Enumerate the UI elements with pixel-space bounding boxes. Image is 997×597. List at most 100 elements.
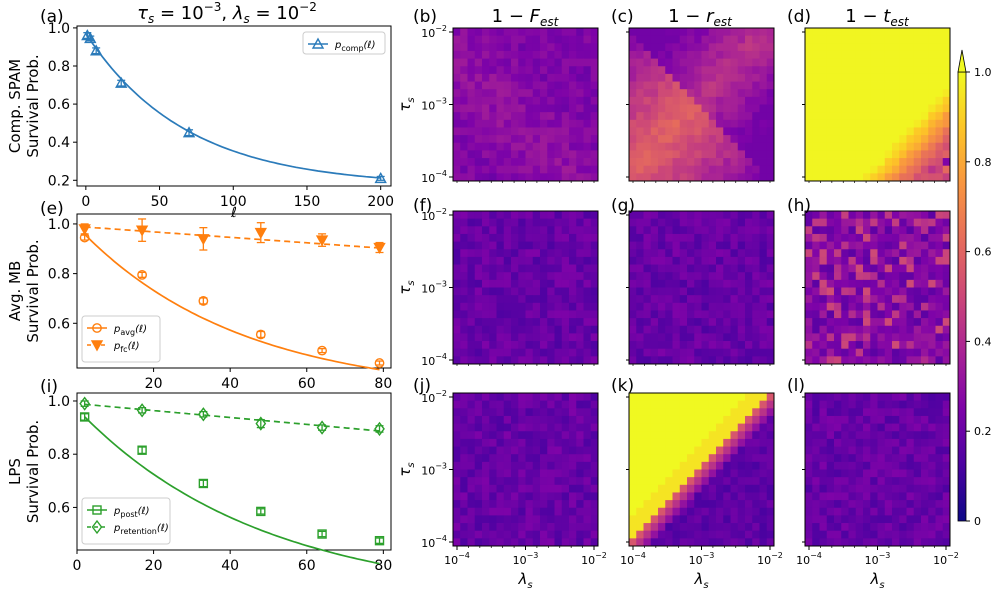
heatmap-cell bbox=[701, 515, 710, 524]
heatmap-cell bbox=[650, 241, 659, 250]
heatmap-cell bbox=[496, 256, 505, 265]
heatmap-cell bbox=[716, 477, 724, 486]
heatmap-cell bbox=[723, 241, 731, 250]
heatmap-cell bbox=[834, 241, 842, 250]
heatmap-cell bbox=[561, 423, 570, 432]
heatmap-cell bbox=[532, 28, 541, 37]
heatmap-cell bbox=[716, 302, 724, 311]
heatmap-cell bbox=[511, 150, 519, 159]
heatmap-cell bbox=[841, 348, 849, 357]
heatmap-cell bbox=[870, 256, 878, 265]
heatmap-cell bbox=[708, 408, 717, 417]
heatmap-cell bbox=[532, 35, 541, 44]
heatmap-cell bbox=[942, 348, 951, 357]
heatmap-cell bbox=[576, 415, 584, 424]
heatmap-cell bbox=[841, 500, 849, 509]
heatmap-cell bbox=[583, 492, 592, 501]
heatmap-cell bbox=[899, 249, 907, 258]
heatmap-cell bbox=[942, 58, 951, 67]
heatmap-cell bbox=[708, 73, 717, 82]
heatmap-cell bbox=[819, 66, 828, 75]
heatmap-cell bbox=[482, 279, 490, 288]
heatmap-cell bbox=[547, 58, 555, 67]
heatmap-cell bbox=[643, 515, 652, 524]
heatmap-cell bbox=[518, 423, 526, 432]
heatmap-cell bbox=[942, 279, 951, 288]
heatmap-cell bbox=[590, 241, 599, 250]
y-axis-label-line: Survival Prob. bbox=[24, 54, 42, 157]
y-tick-label: 10−2 bbox=[421, 24, 447, 40]
heatmap-cell bbox=[554, 233, 563, 242]
heatmap-cell bbox=[511, 287, 519, 296]
heatmap-cell bbox=[913, 356, 922, 365]
heatmap-cell bbox=[759, 119, 768, 128]
heatmap-cell bbox=[650, 446, 659, 455]
heatmap-cell bbox=[766, 165, 775, 174]
heatmap-cell bbox=[942, 295, 951, 304]
heatmap-cell bbox=[532, 142, 541, 151]
heatmap-cell bbox=[701, 96, 710, 105]
heatmap-cell bbox=[766, 173, 775, 182]
heatmap-cell bbox=[884, 446, 893, 455]
heatmap-cell bbox=[482, 158, 490, 167]
heatmap-cell bbox=[687, 142, 695, 151]
heatmap-cell bbox=[863, 249, 871, 258]
heatmap-cell bbox=[467, 461, 476, 470]
heatmap-cell bbox=[892, 310, 900, 319]
heatmap-cell bbox=[496, 58, 505, 67]
heatmap-cell bbox=[518, 35, 526, 44]
heatmap-cell bbox=[672, 135, 681, 144]
heatmap-cell bbox=[745, 241, 753, 250]
heatmap-cell bbox=[629, 507, 637, 516]
heatmap-cell bbox=[928, 104, 936, 113]
heatmap-cell bbox=[841, 477, 849, 486]
heatmap-cell bbox=[877, 211, 886, 220]
heatmap-cell bbox=[583, 43, 592, 52]
data-point-retention bbox=[374, 421, 385, 437]
heatmap-cell bbox=[805, 423, 813, 432]
heatmap-cell bbox=[672, 28, 681, 37]
heatmap-cell bbox=[636, 341, 644, 350]
heatmap-cell bbox=[848, 318, 857, 327]
heatmap-cell bbox=[730, 58, 739, 67]
heatmap-cell bbox=[745, 500, 753, 509]
heatmap-cell bbox=[460, 142, 468, 151]
heatmap-cell bbox=[841, 356, 849, 365]
heatmap-cell bbox=[892, 484, 900, 493]
y-tick-label: 10−4 bbox=[421, 352, 447, 368]
heatmap-cell bbox=[942, 438, 951, 447]
heatmap-cell bbox=[942, 477, 951, 486]
axes-frame-i bbox=[76, 392, 392, 551]
heatmap-cell bbox=[716, 112, 724, 121]
heatmap-cell bbox=[658, 469, 666, 478]
heatmap-cell bbox=[511, 218, 519, 227]
heatmap-cell bbox=[913, 73, 922, 82]
heatmap-cell bbox=[482, 104, 490, 113]
heatmap-cell bbox=[928, 241, 936, 250]
colorbar-gradient bbox=[957, 71, 967, 522]
heatmap-cell bbox=[935, 104, 944, 113]
heatmap-cell bbox=[834, 295, 842, 304]
heatmap-cell bbox=[518, 408, 526, 417]
heatmap-cell bbox=[855, 173, 864, 182]
heatmap-cell bbox=[863, 287, 871, 296]
heatmap-cell bbox=[819, 241, 828, 250]
heatmap-cell bbox=[921, 218, 929, 227]
heatmap-cell bbox=[467, 135, 476, 144]
heatmap-cell bbox=[906, 43, 915, 52]
heatmap-cell bbox=[819, 500, 828, 509]
heatmap-cell bbox=[590, 50, 599, 59]
heatmap-cell bbox=[805, 302, 813, 311]
heatmap-cell bbox=[658, 272, 666, 281]
heatmap-cell bbox=[554, 66, 563, 75]
heatmap-cell bbox=[745, 507, 753, 516]
heatmap-cell bbox=[453, 341, 461, 350]
heatmap-cell bbox=[467, 81, 476, 90]
heatmap-cell bbox=[511, 454, 519, 463]
heatmap-cell bbox=[921, 484, 929, 493]
heatmap-cell bbox=[583, 218, 592, 227]
heatmap-cell bbox=[819, 341, 828, 350]
heatmap-cell bbox=[723, 256, 731, 265]
heatmap-cell bbox=[547, 241, 555, 250]
heatmap-cell bbox=[547, 325, 555, 334]
